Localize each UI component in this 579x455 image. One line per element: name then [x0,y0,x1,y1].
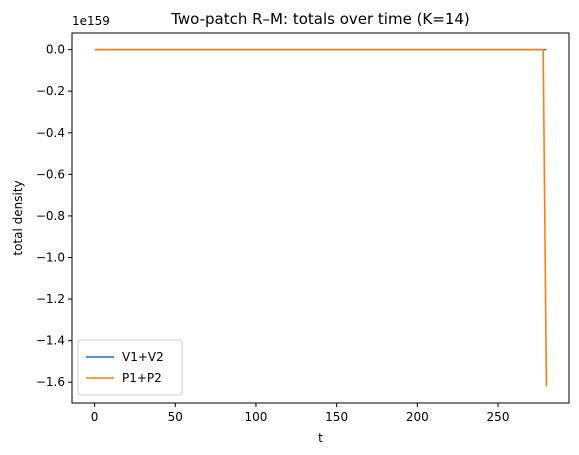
y-tick-label: −1.2 [36,292,65,306]
y-tick-label: 0.0 [46,43,65,57]
y-axis-offset-label: 1e159 [72,14,110,28]
x-axis-label: t [318,431,323,445]
legend: V1+V2 P1+P2 [77,339,183,396]
y-tick-label: −1.6 [36,375,65,389]
x-tick-label: 50 [168,410,183,424]
series-layer [94,48,548,387]
series-line-p1-p2 [94,48,548,387]
y-axis-ticks: 0.0 −0.2 −0.4 −0.6 −0.8 −1.0 −1.2 −1.4 −1.6 [36,43,72,389]
y-tick-label: −0.2 [36,84,65,98]
x-axis-ticks: 0 50 100 150 200 250 [91,403,510,424]
legend-box [77,339,183,396]
legend-label: P1+P2 [122,371,162,385]
legend-label: V1+V2 [122,350,164,364]
y-tick-label: −0.6 [36,167,65,181]
plot-frame [71,32,570,404]
y-tick-label: −1.4 [36,334,65,348]
x-tick-label: 200 [406,410,429,424]
y-tick-label: −0.4 [36,126,65,140]
x-tick-label: 100 [245,410,268,424]
y-tick-label: −0.8 [36,209,65,223]
x-tick-label: 0 [91,410,99,424]
y-tick-label: −1.0 [36,250,65,264]
y-axis-label: total density [11,180,25,255]
x-tick-label: 150 [325,410,348,424]
x-tick-label: 250 [487,410,510,424]
chart-title: Two-patch R–M: totals over time (K=14) [170,10,470,28]
